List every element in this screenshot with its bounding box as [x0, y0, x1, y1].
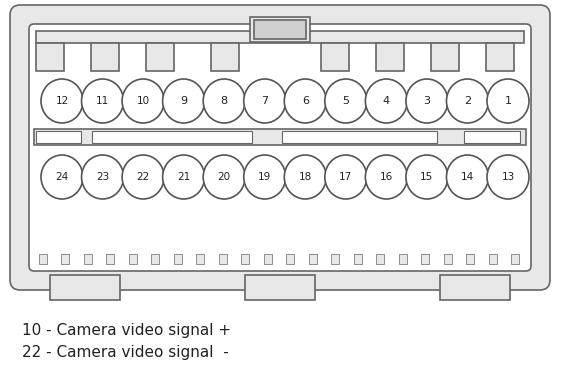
Bar: [489, 254, 496, 264]
Bar: [107, 254, 114, 264]
Ellipse shape: [365, 79, 407, 123]
Bar: [36, 31, 524, 43]
Bar: [196, 254, 204, 264]
Ellipse shape: [487, 79, 529, 123]
Bar: [211, 43, 239, 71]
Bar: [151, 254, 159, 264]
Bar: [376, 43, 404, 71]
Bar: [440, 275, 510, 300]
Bar: [36, 43, 64, 71]
Text: 1: 1: [504, 96, 512, 106]
Bar: [34, 129, 526, 145]
Text: 18: 18: [298, 172, 312, 182]
Ellipse shape: [487, 155, 529, 199]
Ellipse shape: [325, 79, 367, 123]
Ellipse shape: [447, 79, 489, 123]
Text: 8: 8: [220, 96, 228, 106]
Bar: [241, 254, 249, 264]
Text: 11: 11: [96, 96, 109, 106]
Text: 20: 20: [218, 172, 231, 182]
Bar: [174, 254, 182, 264]
Bar: [36, 131, 81, 143]
Ellipse shape: [365, 155, 407, 199]
Text: 10: 10: [136, 96, 150, 106]
Bar: [286, 254, 294, 264]
FancyBboxPatch shape: [10, 5, 550, 290]
Text: 3: 3: [424, 96, 430, 106]
Text: 23: 23: [96, 172, 109, 182]
Text: 22: 22: [136, 172, 150, 182]
Bar: [399, 254, 407, 264]
Bar: [309, 254, 317, 264]
Text: 24: 24: [56, 172, 68, 182]
Text: 16: 16: [380, 172, 393, 182]
Bar: [264, 254, 272, 264]
Text: 15: 15: [420, 172, 434, 182]
Text: 17: 17: [339, 172, 352, 182]
Bar: [331, 254, 339, 264]
Bar: [254, 20, 306, 39]
Bar: [92, 131, 252, 143]
Ellipse shape: [163, 155, 205, 199]
Ellipse shape: [284, 155, 327, 199]
Ellipse shape: [243, 155, 286, 199]
Text: 9: 9: [180, 96, 187, 106]
FancyBboxPatch shape: [29, 24, 531, 271]
Bar: [91, 43, 119, 71]
Bar: [62, 254, 70, 264]
Bar: [39, 254, 47, 264]
Text: 19: 19: [258, 172, 272, 182]
Bar: [245, 275, 315, 300]
Bar: [486, 43, 514, 71]
Ellipse shape: [325, 155, 367, 199]
Bar: [50, 275, 120, 300]
Ellipse shape: [243, 79, 286, 123]
Bar: [282, 131, 437, 143]
Bar: [219, 254, 227, 264]
Text: 21: 21: [177, 172, 190, 182]
Text: 22 - Camera video signal  -: 22 - Camera video signal -: [22, 345, 229, 360]
Bar: [421, 254, 429, 264]
Bar: [321, 43, 349, 71]
Bar: [250, 17, 310, 42]
Ellipse shape: [41, 79, 83, 123]
Bar: [376, 254, 384, 264]
Text: 10 - Camera video signal +: 10 - Camera video signal +: [22, 323, 231, 338]
Text: 14: 14: [461, 172, 474, 182]
Bar: [511, 254, 519, 264]
Text: 6: 6: [302, 96, 309, 106]
Bar: [431, 43, 459, 71]
Bar: [353, 254, 362, 264]
Text: 2: 2: [464, 96, 471, 106]
Ellipse shape: [406, 79, 448, 123]
Text: 13: 13: [502, 172, 514, 182]
Ellipse shape: [203, 155, 245, 199]
Text: 7: 7: [261, 96, 268, 106]
Bar: [466, 254, 474, 264]
Bar: [84, 254, 92, 264]
Ellipse shape: [163, 79, 205, 123]
Bar: [464, 131, 520, 143]
Text: 5: 5: [342, 96, 350, 106]
Ellipse shape: [406, 155, 448, 199]
Ellipse shape: [284, 79, 327, 123]
Bar: [146, 43, 174, 71]
Text: 4: 4: [383, 96, 390, 106]
Ellipse shape: [81, 155, 123, 199]
Bar: [444, 254, 452, 264]
Ellipse shape: [122, 79, 164, 123]
Bar: [129, 254, 137, 264]
Ellipse shape: [122, 155, 164, 199]
Ellipse shape: [447, 155, 489, 199]
Ellipse shape: [203, 79, 245, 123]
Text: 12: 12: [56, 96, 68, 106]
Ellipse shape: [81, 79, 123, 123]
Ellipse shape: [41, 155, 83, 199]
